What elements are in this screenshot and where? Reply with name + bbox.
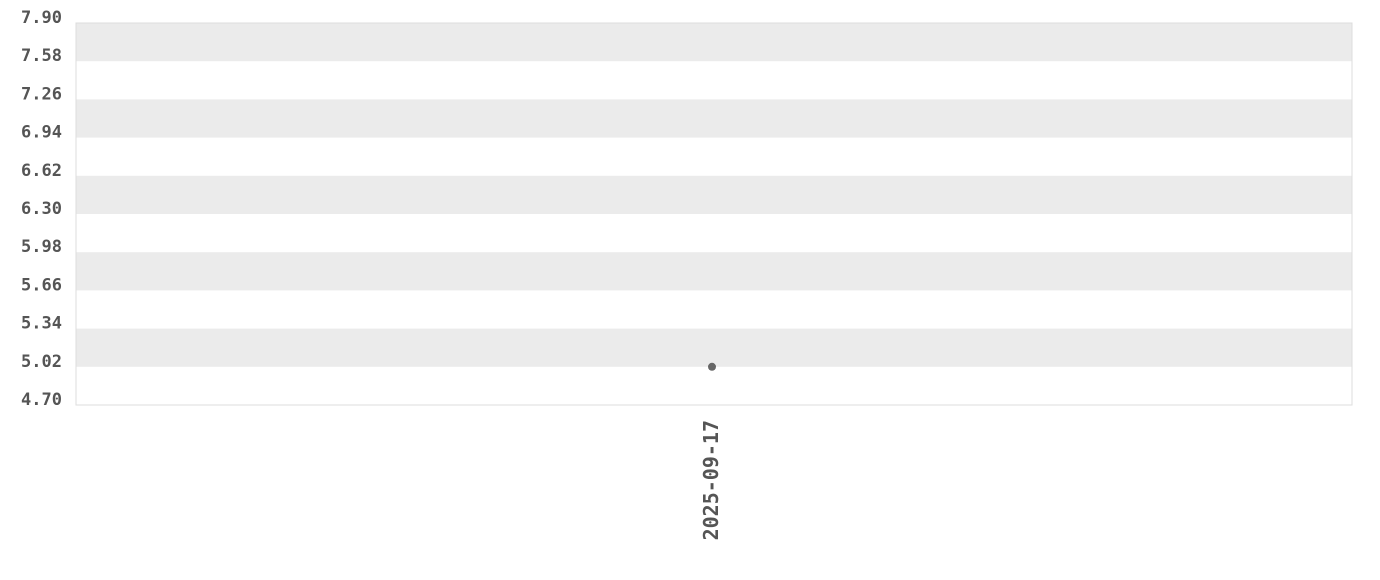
y-tick-label: 5.02 [21, 352, 62, 372]
y-tick-label: 5.98 [21, 237, 62, 257]
y-tick-label: 5.34 [21, 314, 62, 334]
grid-band [76, 23, 1352, 62]
y-tick-label: 5.66 [21, 275, 62, 295]
y-tick-label: 7.26 [21, 84, 62, 104]
plot-border [75, 22, 1353, 406]
x-axis: 2025-09-17 [699, 420, 723, 540]
y-tick-label: 6.62 [21, 161, 62, 181]
grid-band [76, 252, 1352, 291]
data-point [708, 362, 716, 371]
grid-band [76, 99, 1352, 138]
grid-bands [76, 23, 1352, 367]
grid-band [76, 328, 1352, 367]
grid-band [76, 175, 1352, 214]
x-tick-label: 2025-09-17 [699, 420, 723, 540]
y-tick-label: 6.94 [21, 123, 62, 143]
y-tick-label: 6.30 [21, 199, 62, 219]
y-tick-label: 4.70 [21, 390, 62, 410]
points [708, 362, 716, 371]
y-tick-label: 7.90 [21, 8, 62, 28]
y-axis: 7.90 7.58 7.26 6.94 6.62 6.30 5.98 5.66 5.34 5.02… [21, 8, 62, 410]
y-tick-label: 7.58 [21, 46, 62, 66]
